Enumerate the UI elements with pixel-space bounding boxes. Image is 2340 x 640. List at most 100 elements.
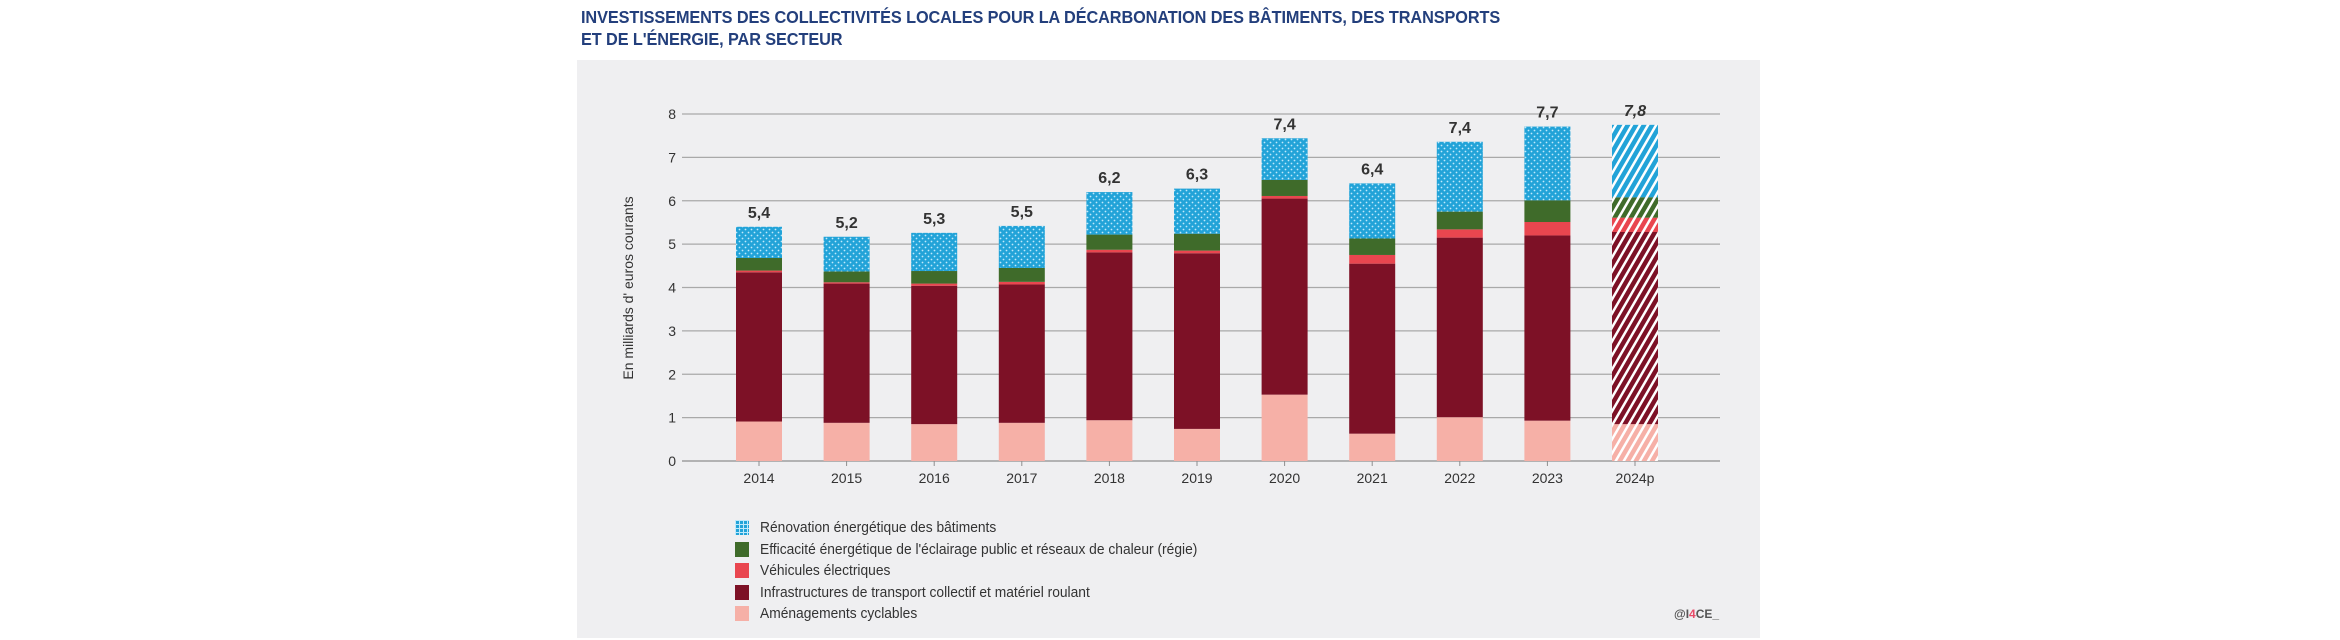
- bar-segment-2019-3: [1174, 233, 1220, 251]
- total-data-label: 5,2: [835, 215, 857, 232]
- total-data-label: 5,5: [1011, 204, 1033, 221]
- y-tick-label: 0: [668, 453, 676, 469]
- bar-segment-2023-3: [1524, 200, 1571, 223]
- x-tick-label: 2016: [919, 470, 950, 486]
- bar-segment-2018-1: [1086, 252, 1133, 421]
- bar-segment-2019-4: [1174, 188, 1220, 234]
- bar-segment-2014-0: [736, 421, 782, 461]
- y-tick-label: 2: [668, 366, 676, 382]
- total-data-label: 7,7: [1536, 105, 1558, 122]
- legend-swatch: [735, 541, 749, 557]
- bar-segment-2018-4: [1086, 192, 1133, 235]
- legend-label: Véhicules électriques: [760, 562, 891, 580]
- legend: Rénovation énergétique des bâtiments Effi…: [735, 517, 1235, 625]
- credit-logo: @I4CE_: [1674, 607, 1719, 621]
- total-data-label: 6,4: [1361, 161, 1383, 178]
- bar-segment-2016-0: [911, 424, 958, 461]
- bar-segment-2017-1: [998, 284, 1045, 423]
- chart-title: INVESTISSEMENTS DES COLLECTIVITÉS LOCALE…: [581, 6, 1697, 50]
- total-data-label: 5,4: [748, 205, 770, 222]
- bar-segment-2024p-1: [1612, 231, 1658, 425]
- bar-segment-2022-2: [1436, 229, 1483, 238]
- bar-segment-2014-2: [736, 270, 782, 273]
- bar-segment-2024p-4: [1612, 124, 1658, 198]
- x-tick-label: 2019: [1181, 470, 1212, 486]
- bar-segment-2023-1: [1524, 235, 1571, 421]
- total-data-label: 6,2: [1098, 170, 1120, 187]
- bar-segment-2024p-3: [1612, 197, 1658, 218]
- bar-segment-2019-0: [1174, 428, 1220, 461]
- chart-title-line-1: INVESTISSEMENTS DES COLLECTIVITÉS LOCALE…: [581, 7, 1501, 27]
- bar-segment-2015-0: [823, 422, 870, 461]
- bar-segment-2014-3: [736, 258, 782, 271]
- legend-item: Infrastructures de transport collectif e…: [735, 582, 1235, 604]
- x-tick-label: 2023: [1532, 470, 1563, 486]
- credit-prefix: @I: [1674, 607, 1690, 621]
- legend-item: Rénovation énergétique des bâtiments: [735, 517, 1235, 539]
- x-tick-label: 2024p: [1616, 470, 1655, 486]
- bar-segment-2015-3: [823, 271, 870, 283]
- y-tick-label: 8: [668, 106, 676, 122]
- legend-item: Véhicules électriques: [735, 560, 1235, 582]
- bar-segment-2024p-0: [1612, 424, 1658, 461]
- bar-segment-2021-2: [1349, 254, 1396, 264]
- bar-segment-2022-3: [1436, 211, 1483, 230]
- bar-segment-2022-0: [1436, 417, 1483, 461]
- legend-label: Infrastructures de transport collectif e…: [760, 583, 1090, 601]
- y-tick-label: 6: [668, 193, 676, 209]
- bar-segment-2016-1: [911, 285, 958, 425]
- bar-segment-2018-0: [1086, 420, 1133, 461]
- chart-title-line-2: ET DE L'ÉNERGIE, PAR SECTEUR: [581, 29, 843, 49]
- bar-segment-2019-2: [1174, 250, 1220, 254]
- credit-accent: 4: [1689, 607, 1696, 621]
- bar-segment-2021-1: [1349, 263, 1396, 434]
- legend-label: Efficacité énergétique de l'éclairage pu…: [760, 540, 1198, 558]
- bar-segment-2015-1: [823, 283, 870, 423]
- x-tick-label: 2014: [743, 470, 774, 486]
- bar-segment-2016-2: [911, 283, 958, 286]
- bar-segment-2014-1: [736, 272, 782, 422]
- bar-segment-2021-0: [1349, 433, 1396, 461]
- x-tick-label: 2018: [1094, 470, 1125, 486]
- y-tick-label: 7: [668, 149, 676, 165]
- bar-segment-2017-4: [998, 225, 1045, 268]
- bar-segment-2020-3: [1261, 179, 1308, 196]
- bar-segment-2018-3: [1086, 234, 1133, 250]
- bar-segment-2023-0: [1524, 420, 1571, 461]
- legend-item: Efficacité énergétique de l'éclairage pu…: [735, 539, 1235, 561]
- legend-label: Rénovation énergétique des bâtiments: [760, 519, 997, 537]
- bar-segment-2015-2: [823, 282, 870, 284]
- bar-segment-2020-2: [1261, 195, 1308, 199]
- y-tick-label: 1: [668, 410, 676, 426]
- y-tick-label: 3: [668, 323, 676, 339]
- total-data-label: 7,8: [1624, 103, 1646, 120]
- x-tick-label: 2015: [831, 470, 862, 486]
- bar-segment-2016-4: [911, 232, 958, 272]
- x-tick-label: 2020: [1269, 470, 1300, 486]
- bar-segment-2021-3: [1349, 238, 1396, 255]
- bar-segment-2014-4: [736, 226, 782, 259]
- x-tick-label: 2017: [1006, 470, 1037, 486]
- x-tick-label: 2021: [1357, 470, 1388, 486]
- bar-segment-2023-2: [1524, 222, 1571, 236]
- y-tick-label: 4: [668, 280, 676, 296]
- bar-segment-2020-4: [1261, 138, 1308, 180]
- bar-segment-2019-1: [1174, 253, 1220, 429]
- bar-segment-2017-2: [998, 281, 1045, 285]
- bar-segment-2015-4: [823, 236, 870, 272]
- total-data-label: 6,3: [1186, 167, 1208, 184]
- credit-suffix: CE_: [1695, 607, 1720, 621]
- y-axis-label: En milliards d' euros courants: [620, 196, 636, 380]
- bar-segment-2023-4: [1524, 126, 1571, 201]
- legend-swatch: [735, 606, 749, 622]
- total-data-label: 7,4: [1449, 120, 1471, 137]
- bar-segment-2017-3: [998, 267, 1045, 282]
- bar-segment-2020-0: [1261, 394, 1308, 461]
- total-data-label: 5,3: [923, 211, 945, 228]
- bar-segment-2024p-2: [1612, 217, 1658, 232]
- bar-segment-2018-2: [1086, 249, 1133, 253]
- bar-segment-2022-4: [1436, 141, 1483, 212]
- bar-segment-2022-1: [1436, 237, 1483, 418]
- legend-label: Aménagements cyclables: [760, 605, 918, 623]
